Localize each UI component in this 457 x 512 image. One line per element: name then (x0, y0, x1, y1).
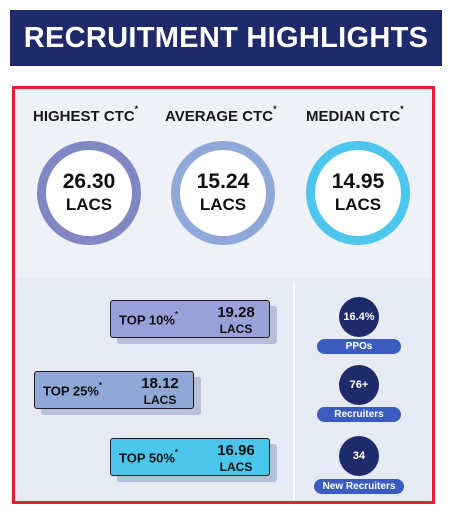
median-ctc-circle: 14.95 LACS (306, 141, 410, 245)
top-10-unit: LACS (219, 322, 253, 336)
highest-ctc-unit: LACS (65, 195, 113, 214)
top-10-box: TOP 10%* 19.28 LACS (110, 300, 270, 338)
top-50-unit: LACS (219, 460, 253, 474)
top-25-value: 18.12 (141, 375, 179, 392)
highlights-panel: HIGHEST CTC* AVERAGE CTC* MEDIAN CTC* 26… (12, 86, 435, 504)
top-50-value: 16.96 (217, 442, 255, 459)
recruiters-label: Recruiters (334, 409, 384, 420)
average-ctc-value: 15.24 (196, 170, 250, 193)
median-ctc-value: 14.95 (331, 170, 385, 193)
banner: RECRUITMENT HIGHLIGHTS (10, 10, 442, 66)
top-25-unit: LACS (143, 393, 177, 407)
ppos-label: PPOs (345, 341, 373, 352)
top-50-box: TOP 50%* 16.96 LACS (110, 438, 270, 476)
section-divider (293, 281, 295, 499)
banner-title: RECRUITMENT HIGHLIGHTS (23, 21, 429, 54)
recruiters-circle: 76+ (339, 365, 379, 405)
ppos-circle: 16.4% (339, 297, 379, 337)
recruiters-pill: Recruiters (317, 407, 401, 422)
ppos-pill: PPOs (317, 339, 401, 354)
top-10-label: TOP 10%* (119, 310, 179, 328)
median-ctc-label: MEDIAN CTC* (306, 104, 404, 125)
highest-ctc-label: HIGHEST CTC* (33, 104, 139, 125)
new-recruiters-pill: New Recruiters (314, 479, 404, 494)
new-recruiters-circle: 34 (339, 436, 379, 476)
ppos-value: 16.4% (343, 311, 375, 323)
average-ctc-label: AVERAGE CTC* (165, 104, 277, 125)
average-ctc-circle: 15.24 LACS (171, 141, 275, 245)
top-10-value: 19.28 (217, 304, 255, 321)
recruiters-value: 76+ (349, 379, 369, 391)
new-recruiters-value: 34 (352, 450, 366, 462)
top-25-box: TOP 25%* 18.12 LACS (34, 371, 194, 409)
highest-ctc-value: 26.30 (62, 170, 116, 193)
top-25-label: TOP 25%* (43, 381, 103, 399)
top-50-label: TOP 50%* (119, 448, 179, 466)
highest-ctc-circle: 26.30 LACS (37, 141, 141, 245)
new-recruiters-label: New Recruiters (322, 481, 396, 492)
median-ctc-unit: LACS (334, 195, 382, 214)
average-ctc-unit: LACS (199, 195, 247, 214)
